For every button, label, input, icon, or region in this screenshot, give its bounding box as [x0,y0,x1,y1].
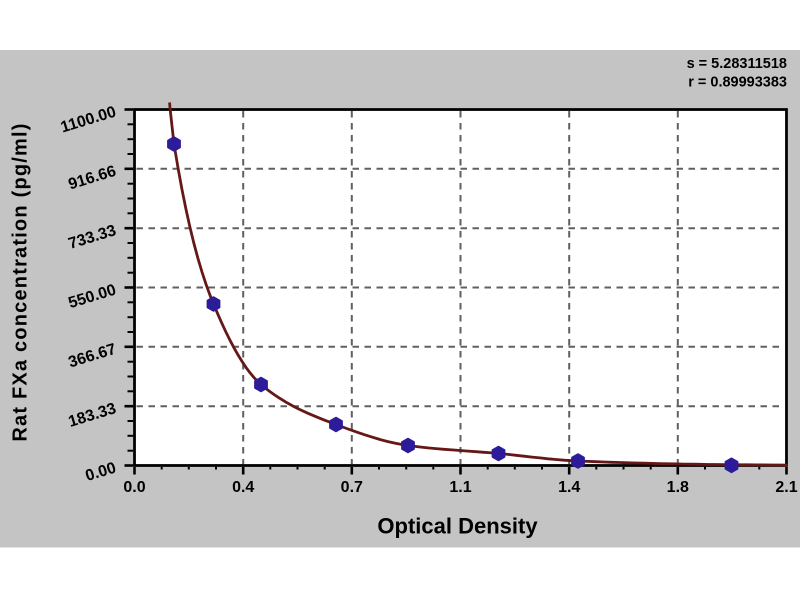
svg-text:Optical Density: Optical Density [377,514,538,539]
svg-text:2.1: 2.1 [775,479,797,496]
svg-text:Rat FXa concentration (pg/ml): Rat FXa concentration (pg/ml) [10,122,32,441]
svg-text:r = 0.89993383: r = 0.89993383 [688,75,787,91]
svg-text:0.7: 0.7 [341,479,363,496]
svg-text:1.8: 1.8 [667,479,689,496]
svg-text:1.4: 1.4 [558,479,580,496]
svg-text:0.0: 0.0 [123,479,145,496]
svg-text:0.4: 0.4 [232,479,254,496]
svg-text:1.1: 1.1 [449,479,471,496]
svg-text:s = 5.28311518: s = 5.28311518 [687,56,787,72]
